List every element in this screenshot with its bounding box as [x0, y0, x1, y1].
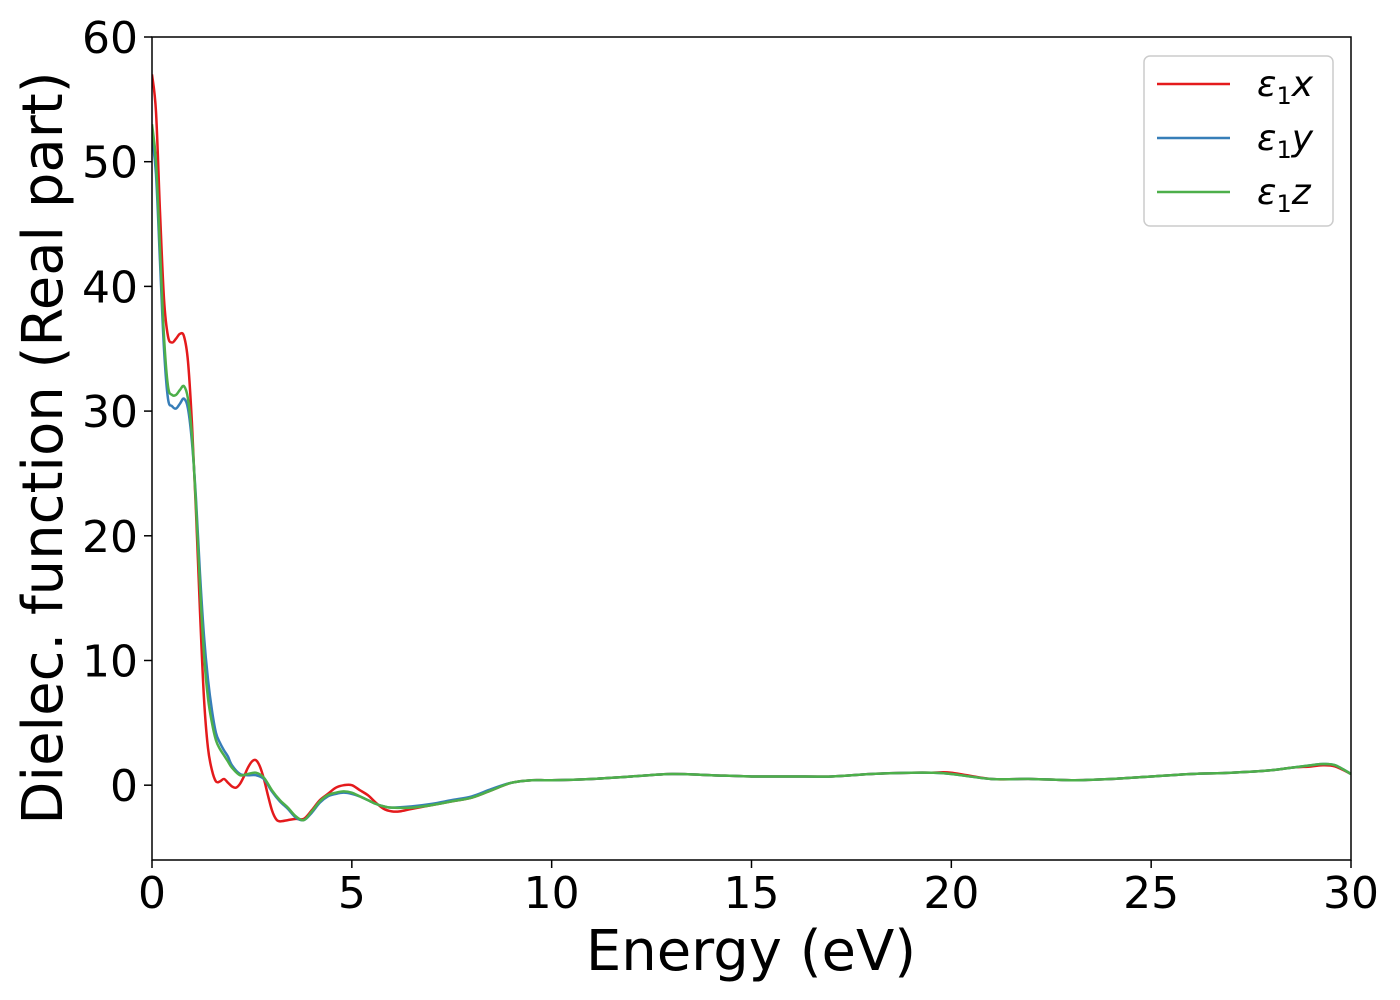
legend-label-subscript: 1: [1276, 136, 1291, 164]
x-tick-label: 5: [338, 868, 366, 919]
y-tick-label: 10: [82, 636, 138, 687]
y-tick-label: 50: [82, 138, 138, 189]
x-tick-label: 25: [1123, 868, 1179, 919]
x-tick-label: 0: [138, 868, 166, 919]
series-layer: [152, 74, 1351, 823]
y-tick-label: 0: [110, 761, 138, 812]
y-tick-label: 30: [82, 387, 138, 438]
x-tick-label: 15: [724, 868, 780, 919]
legend-label-suffix: z: [1291, 172, 1312, 213]
legend-label-0: ε1x: [1257, 64, 1314, 110]
legend-label-base: ε: [1257, 118, 1276, 159]
y-tick-label: 60: [82, 13, 138, 64]
legend-label-base: ε: [1257, 172, 1276, 213]
legend-label-subscript: 1: [1276, 190, 1291, 218]
y-axis: 0 10 20 30 40 50 60: [82, 13, 152, 812]
legend-box: [1143, 55, 1334, 227]
legend-label-1: ε1y: [1257, 118, 1314, 164]
y-tick-label: 40: [82, 262, 138, 313]
x-tick-label: 10: [524, 868, 580, 919]
y-tick-label: 20: [82, 512, 138, 563]
legend-label-subscript: 1: [1276, 82, 1291, 110]
legend-label-suffix: x: [1291, 64, 1314, 105]
x-tick-label: 30: [1323, 868, 1379, 919]
legend-label-suffix: y: [1291, 118, 1314, 159]
y-axis-title: Dielec. function (Real part): [11, 71, 76, 824]
series-line-2: [152, 124, 1351, 822]
legend-label-2: ε1z: [1257, 172, 1312, 218]
x-axis: 0 5 10 15 20 25 30: [138, 860, 1379, 919]
legend-label-base: ε: [1257, 64, 1276, 105]
x-tick-label: 20: [923, 868, 979, 919]
x-axis-title: Energy (eV): [586, 919, 916, 984]
